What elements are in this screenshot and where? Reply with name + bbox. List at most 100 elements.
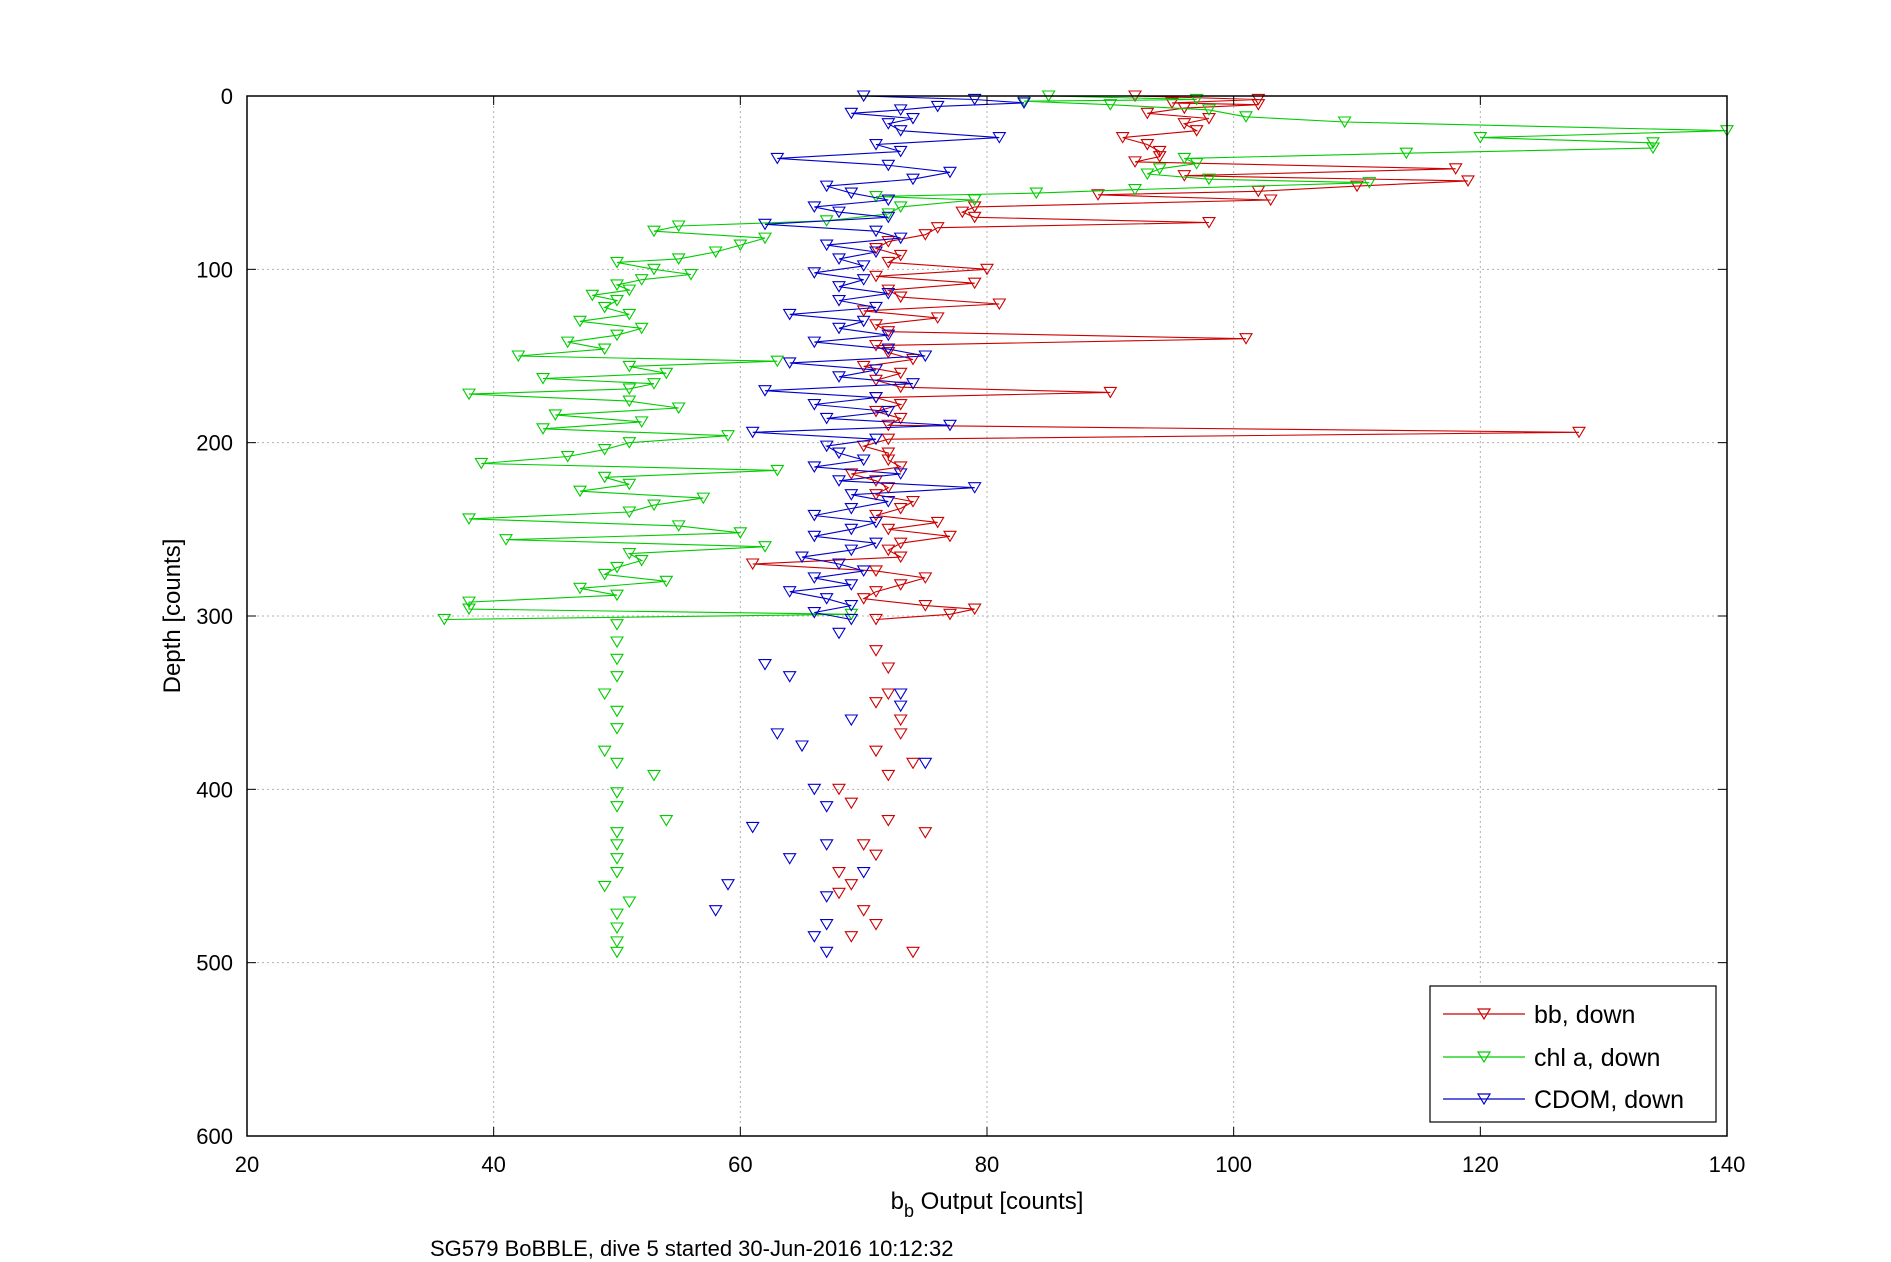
data-point-cdom [807,572,822,584]
data-point-cdom [881,288,896,300]
data-point-chl [647,225,661,238]
data-point-chl [610,294,624,307]
data-point-chl [1152,163,1167,175]
data-point-chl [610,705,624,718]
data-point-bb [930,312,945,324]
data-point-bb [869,697,883,709]
data-point-cdom [943,166,957,179]
y-tick-label: 400 [196,777,233,802]
data-point-chl [647,769,661,782]
data-point-cdom [807,461,822,474]
data-point-cdom [856,260,871,272]
legend: bb, down chl a, down CDOM, down [1429,985,1717,1123]
data-point-chl [597,688,612,701]
x-tick-label: 60 [728,1152,752,1177]
data-point-cdom [856,274,871,286]
data-point-chl [671,253,686,266]
data-point-bb [1572,426,1586,439]
data-point-bb [881,523,896,536]
data-point-chl [610,279,624,292]
series-bb [745,90,1586,959]
data-point-cdom [881,159,896,172]
x-tick-label: 40 [481,1152,505,1177]
data-point-bb [893,291,908,304]
data-point-cdom [795,740,809,753]
data-point-chl [622,478,637,491]
data-point-chl [474,457,489,470]
data-point-bb [1115,132,1130,144]
data-point-chl [659,575,674,588]
data-point-chl [647,263,661,276]
data-point-cdom [893,104,908,116]
data-point-chl [696,492,711,505]
data-point-cdom [869,246,883,259]
data-point-bb [930,516,945,529]
data-point-chl [610,757,624,770]
data-point-cdom [832,281,846,293]
y-tick-label: 600 [196,1124,233,1149]
data-point-chl [1362,177,1377,189]
data-point-bb [869,586,883,598]
data-point-cdom [770,152,785,165]
data-point-bb [1165,97,1179,110]
data-point-bb [832,887,846,900]
data-point-chl [721,430,735,442]
data-point-chl [610,936,624,948]
data-point-bb [1177,170,1192,182]
legend-entry-chl: chl a, down [1443,1044,1660,1072]
data-point-bb [1239,333,1253,345]
data-point-bb [869,405,883,418]
data-point-chl [610,922,624,935]
data-point-chl [770,355,785,368]
data-point-cdom [832,627,846,640]
legend-marker-cdom [1476,1093,1492,1106]
data-point-cdom [918,757,933,770]
data-point-cdom [943,419,957,432]
legend-marker-chl [1476,1051,1492,1064]
data-point-bb [1177,118,1192,130]
figure-caption: SG579 BoBBLE, dive 5 started 30-Jun-2016… [430,1236,953,1261]
data-point-cdom [819,239,834,252]
data-point-cdom [807,931,822,943]
data-point-bb [869,745,883,758]
data-point-cdom [721,879,735,891]
data-point-bb [918,827,933,839]
data-point-bb [881,256,896,269]
data-point-chl [659,814,674,827]
series-layer [437,90,1734,959]
data-point-bb [856,839,871,851]
data-point-chl [1239,111,1253,123]
data-point-chl [585,289,600,302]
data-point-cdom [906,112,920,125]
data-point-chl [499,534,513,546]
data-point-bb [881,447,896,460]
data-point-chl [733,527,748,539]
data-point-cdom [881,329,896,342]
data-point-chl [610,866,624,879]
data-point-bb [1152,151,1167,163]
data-point-cdom [844,107,859,120]
data-point-chl [610,256,624,269]
data-point-cdom [881,194,896,207]
data-point-bb [1189,125,1204,137]
data-point-chl [597,568,612,581]
data-point-bb [893,551,908,564]
data-point-cdom [1017,97,1031,110]
data-point-bb [1202,216,1216,229]
data-point-chl [610,787,624,799]
data-point-cdom [906,378,920,390]
data-point-bb [856,305,871,318]
data-point-bb [893,461,908,474]
data-point-bb [1202,112,1216,125]
data-point-chl [597,471,612,484]
data-point-bb [893,249,908,262]
data-point-chl [610,561,624,574]
data-point-bb [844,931,859,943]
data-point-chl [684,268,698,281]
data-point-cdom [832,475,846,487]
data-point-chl [967,194,982,207]
data-point-bb [1103,386,1118,399]
data-point-cdom [869,138,883,151]
data-point-chl [610,839,624,851]
